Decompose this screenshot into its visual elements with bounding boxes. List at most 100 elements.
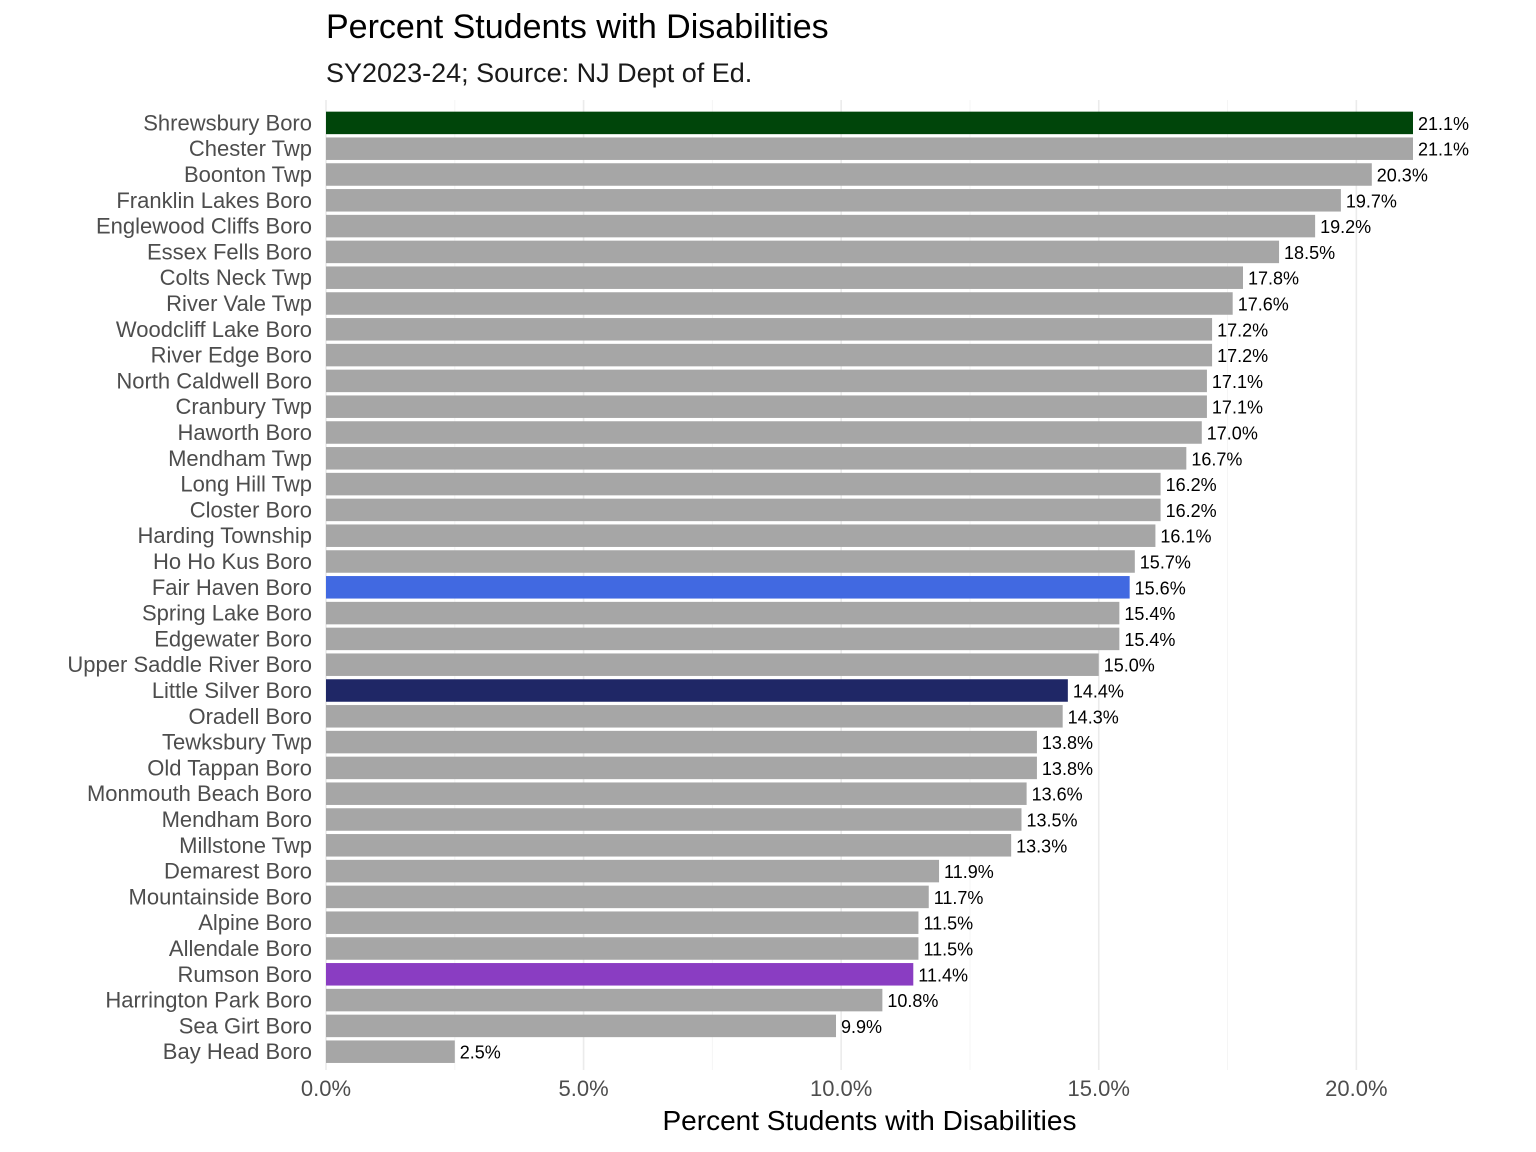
- data-label: 9.9%: [841, 1017, 882, 1037]
- chart-subtitle: SY2023-24; Source: NJ Dept of Ed.: [326, 58, 753, 88]
- data-label: 21.1%: [1418, 140, 1469, 160]
- data-label: 13.6%: [1032, 785, 1083, 805]
- data-label: 11.4%: [918, 965, 968, 985]
- category-label: River Vale Twp: [166, 291, 312, 316]
- data-label: 14.3%: [1068, 707, 1119, 727]
- x-tick-label: 15.0%: [1068, 1076, 1130, 1101]
- bar: [326, 498, 1161, 522]
- value-labels: 21.1% 21.1% 20.3% 19.7% 19.2% 18.5% 17.8% 17.6%…: [460, 114, 1469, 1063]
- category-label: Closter Boro: [190, 497, 312, 522]
- data-label: 14.4%: [1073, 682, 1124, 702]
- bar: [326, 782, 1027, 805]
- category-label: Mendham Twp: [168, 446, 312, 471]
- bar: [326, 163, 1372, 186]
- category-label: Demarest Boro: [164, 859, 312, 884]
- bar: [326, 421, 1202, 444]
- data-label: 15.7%: [1140, 553, 1191, 573]
- category-label: Upper Saddle River Boro: [67, 652, 312, 677]
- category-label: Monmouth Beach Boro: [87, 781, 312, 806]
- data-label: 11.5%: [923, 940, 973, 960]
- x-tick-label: 10.0%: [810, 1076, 872, 1101]
- category-label: Bay Head Boro: [163, 1039, 312, 1064]
- data-label: 13.5%: [1026, 811, 1077, 831]
- data-label: 17.8%: [1248, 269, 1299, 289]
- category-label: Spring Lake Boro: [142, 601, 312, 626]
- category-label: Tewksbury Twp: [162, 730, 312, 755]
- bar: [326, 318, 1213, 341]
- data-label: 16.1%: [1160, 527, 1211, 547]
- category-label: Long Hill Twp: [180, 472, 312, 497]
- category-label: Chester Twp: [189, 136, 312, 161]
- category-label: River Edge Boro: [151, 343, 312, 368]
- bar: [326, 808, 1022, 831]
- category-label: Harrington Park Boro: [105, 988, 312, 1013]
- category-label: Essex Fells Boro: [147, 239, 312, 264]
- bar: [326, 343, 1213, 367]
- x-tick-label: 5.0%: [559, 1076, 609, 1101]
- category-label: Alpine Boro: [198, 910, 312, 935]
- data-label: 13.3%: [1016, 836, 1067, 856]
- bar: [326, 730, 1037, 754]
- bar: [326, 369, 1207, 393]
- bar: [326, 885, 929, 909]
- category-label: Oradell Boro: [188, 704, 312, 729]
- bar: [326, 834, 1012, 857]
- bar: [326, 447, 1187, 470]
- data-label: 15.6%: [1135, 578, 1186, 598]
- data-label: 11.5%: [923, 914, 973, 934]
- category-label: Edgewater Boro: [154, 626, 312, 651]
- category-label: Little Silver Boro: [152, 678, 312, 703]
- category-label: North Caldwell Boro: [116, 368, 312, 393]
- category-label: Shrewsbury Boro: [143, 110, 312, 135]
- category-label: Ho Ho Kus Boro: [153, 549, 312, 574]
- data-label: 15.0%: [1104, 656, 1155, 676]
- data-label: 21.1%: [1418, 114, 1469, 134]
- bar: [326, 576, 1130, 599]
- chart-title: Percent Students with Disabilities: [326, 8, 829, 46]
- bar: [326, 111, 1413, 135]
- data-label: 19.2%: [1320, 217, 1371, 237]
- data-label: 16.7%: [1191, 449, 1242, 469]
- bar: [326, 240, 1280, 264]
- bar: [326, 395, 1207, 418]
- x-tick-label: 20.0%: [1325, 1076, 1387, 1101]
- bars: [326, 111, 1413, 1063]
- category-label: Old Tappan Boro: [147, 755, 312, 780]
- category-label: Colts Neck Twp: [160, 265, 312, 290]
- bar: [326, 627, 1120, 651]
- bar: [326, 653, 1099, 676]
- bar: [326, 524, 1156, 547]
- data-label: 10.8%: [887, 991, 938, 1011]
- category-label: Haworth Boro: [177, 420, 312, 445]
- category-label: Harding Township: [138, 523, 312, 548]
- category-label: Woodcliff Lake Boro: [116, 317, 312, 342]
- bar: [326, 1014, 837, 1038]
- data-label: 11.9%: [944, 862, 994, 882]
- data-label: 16.2%: [1166, 501, 1217, 521]
- category-label: Sea Girt Boro: [179, 1013, 312, 1038]
- category-label: Boonton Twp: [184, 162, 312, 187]
- bar: [326, 550, 1135, 573]
- data-label: 17.2%: [1217, 346, 1268, 366]
- category-label: Cranbury Twp: [175, 394, 312, 419]
- bar: [326, 266, 1243, 289]
- category-label: Mendham Boro: [162, 807, 312, 832]
- data-label: 17.6%: [1238, 295, 1289, 315]
- bar: [326, 214, 1316, 238]
- bar: [326, 472, 1161, 496]
- category-label: Rumson Boro: [177, 962, 312, 987]
- bar: [326, 859, 940, 883]
- data-label: 17.0%: [1207, 424, 1258, 444]
- bar: [326, 963, 914, 986]
- data-label: 2.5%: [460, 1043, 501, 1063]
- category-label: Englewood Cliffs Boro: [96, 214, 312, 239]
- category-label: Mountainside Boro: [129, 884, 312, 909]
- bar: [326, 911, 919, 934]
- bar: [326, 601, 1120, 625]
- x-axis-title: Percent Students with Disabilities: [663, 1105, 1077, 1136]
- data-label: 20.3%: [1377, 166, 1428, 186]
- bar: [326, 292, 1233, 315]
